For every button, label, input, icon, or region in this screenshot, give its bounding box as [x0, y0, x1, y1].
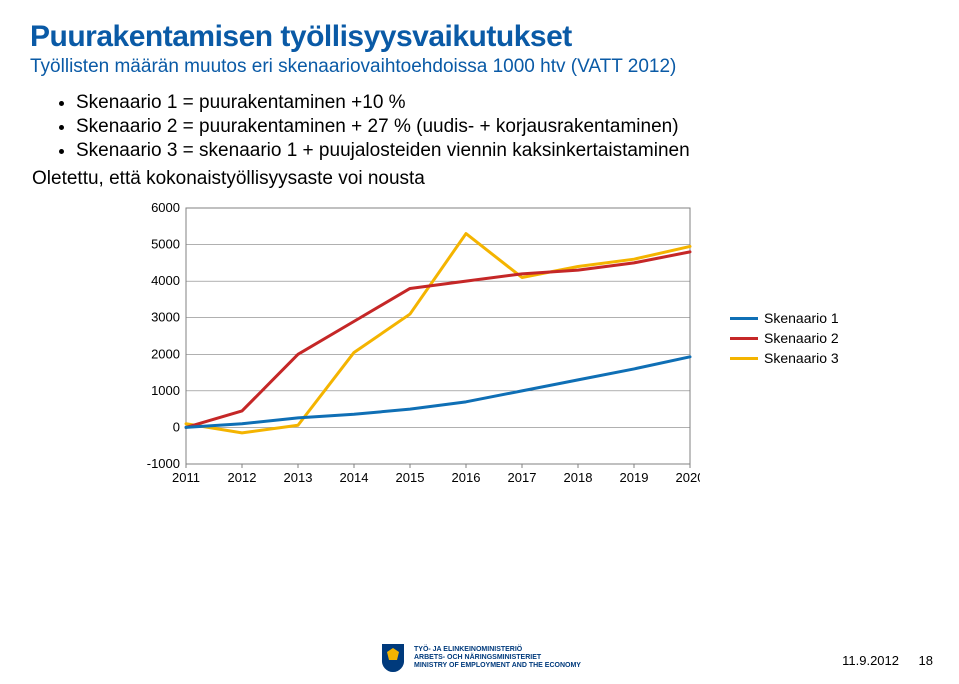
svg-text:0: 0	[173, 419, 180, 434]
bullet-item: Skenaario 2 = puurakentaminen + 27 % (uu…	[76, 116, 929, 138]
svg-text:2017: 2017	[508, 470, 537, 485]
svg-text:-1000: -1000	[147, 456, 180, 471]
legend-item: Skenaario 2	[730, 330, 839, 346]
chart-legend: Skenaario 1 Skenaario 2 Skenaario 3	[730, 310, 839, 366]
svg-text:2019: 2019	[620, 470, 649, 485]
legend-label: Skenaario 3	[764, 350, 839, 366]
legend-label: Skenaario 2	[764, 330, 839, 346]
bullet-item: Skenaario 3 = skenaario 1 + puujalosteid…	[76, 140, 929, 162]
footer-date: 11.9.2012	[842, 653, 899, 668]
legend-item: Skenaario 3	[730, 350, 839, 366]
legend-label: Skenaario 1	[764, 310, 839, 326]
line-chart: -1000 0 1000 2000 3000 4000 5000 6000 2011 2012 20…	[140, 200, 700, 490]
legend-swatch	[730, 337, 758, 340]
page-number: 18	[919, 653, 933, 668]
legend-swatch	[730, 317, 758, 320]
svg-text:2000: 2000	[151, 346, 180, 361]
svg-text:2016: 2016	[452, 470, 481, 485]
svg-text:3000: 3000	[151, 310, 180, 325]
svg-text:4000: 4000	[151, 273, 180, 288]
ministry-logo: TYÖ- JA ELINKEINOMINISTERIÖ ARBETS- OCH …	[380, 642, 581, 674]
svg-text:2018: 2018	[564, 470, 593, 485]
page-subtitle: Työllisten määrän muutos eri skenaariova…	[30, 56, 929, 78]
svg-text:1000: 1000	[151, 383, 180, 398]
svg-text:2013: 2013	[284, 470, 313, 485]
ministry-name: TYÖ- JA ELINKEINOMINISTERIÖ ARBETS- OCH …	[414, 646, 581, 669]
svg-text:2015: 2015	[396, 470, 425, 485]
scenario-bullets: Skenaario 1 = puurakentaminen +10 % Sken…	[36, 92, 929, 162]
legend-swatch	[730, 357, 758, 360]
page-title: Puurakentamisen työllisyysvaikutukset	[30, 20, 929, 54]
svg-text:5000: 5000	[151, 237, 180, 252]
legend-item: Skenaario 1	[730, 310, 839, 326]
svg-text:2012: 2012	[228, 470, 257, 485]
svg-text:6000: 6000	[151, 200, 180, 215]
svg-text:2014: 2014	[340, 470, 369, 485]
assumption-note: Oletettu, että kokonaistyöllisyysaste vo…	[32, 168, 929, 190]
bullet-item: Skenaario 1 = puurakentaminen +10 %	[76, 92, 929, 114]
svg-text:2020: 2020	[676, 470, 700, 485]
coat-of-arms-icon	[380, 642, 406, 674]
svg-text:2011: 2011	[172, 470, 200, 485]
